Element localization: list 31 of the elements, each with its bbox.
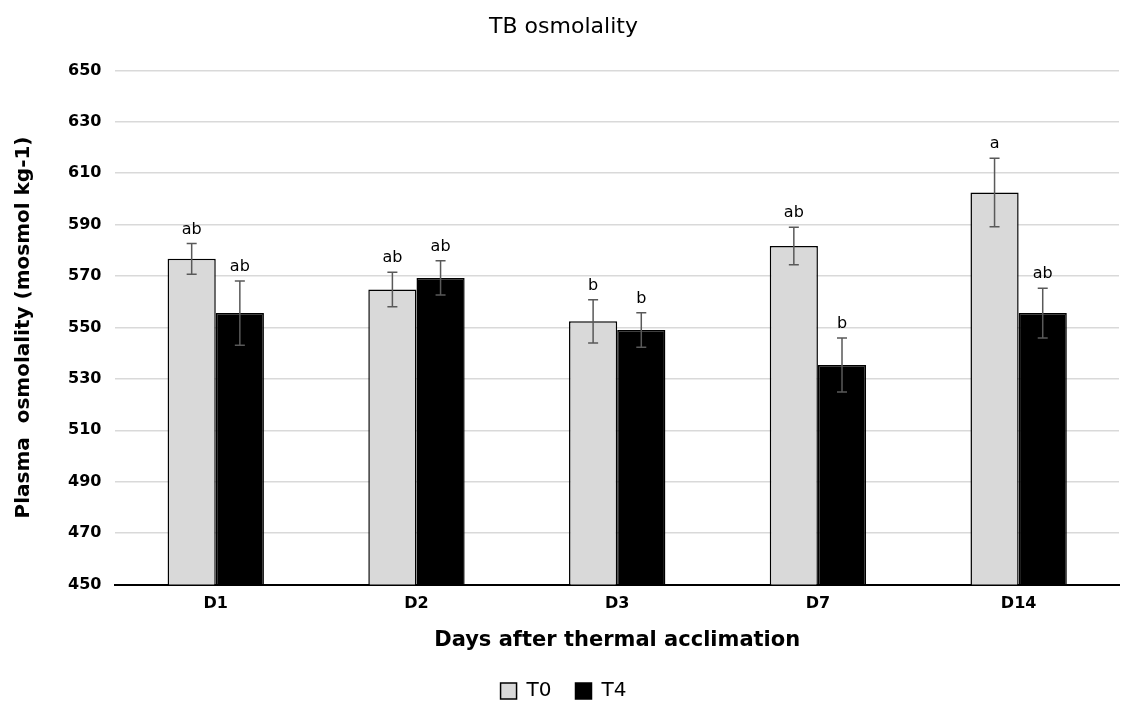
data-label: b [588,274,599,294]
data-label: ab [181,218,202,238]
x-tick-label: D3 [604,593,630,613]
y-tick-label: 650 [67,59,102,79]
x-tick-label: D1 [203,593,228,613]
x-tick-label: D2 [404,593,429,613]
y-tick-label: 610 [67,162,102,182]
data-label: b [636,288,647,307]
data-label: ab [229,256,250,276]
data-label: b [836,313,848,333]
x-tick-label: D14 [1000,593,1037,613]
chart-title: TB osmolality [488,12,638,38]
y-tick-label: 470 [67,522,102,542]
data-label: ab [382,247,403,267]
y-tick-label: 590 [67,213,102,233]
data-label: a [989,133,1000,153]
y-tick-label: 450 [67,573,102,593]
legend-label: T4 [600,677,627,702]
legend-label: T0 [525,677,552,702]
data-label: ab [783,202,804,222]
y-tick-label: 570 [67,265,102,285]
y-tick-label: 630 [67,110,102,130]
x-axis-title: Days after thermal acclimation [434,626,801,651]
y-tick-label: 510 [67,419,102,439]
x-tick-label: D7 [805,593,831,613]
y-tick-label: 530 [67,368,102,388]
y-tick-label: 550 [67,316,102,336]
data-label: ab [1032,263,1053,283]
data-label: ab [430,235,451,255]
y-axis-title: Plasma osmolality (mosmol kg-1) [10,136,35,519]
y-tick-label: 490 [67,470,102,490]
